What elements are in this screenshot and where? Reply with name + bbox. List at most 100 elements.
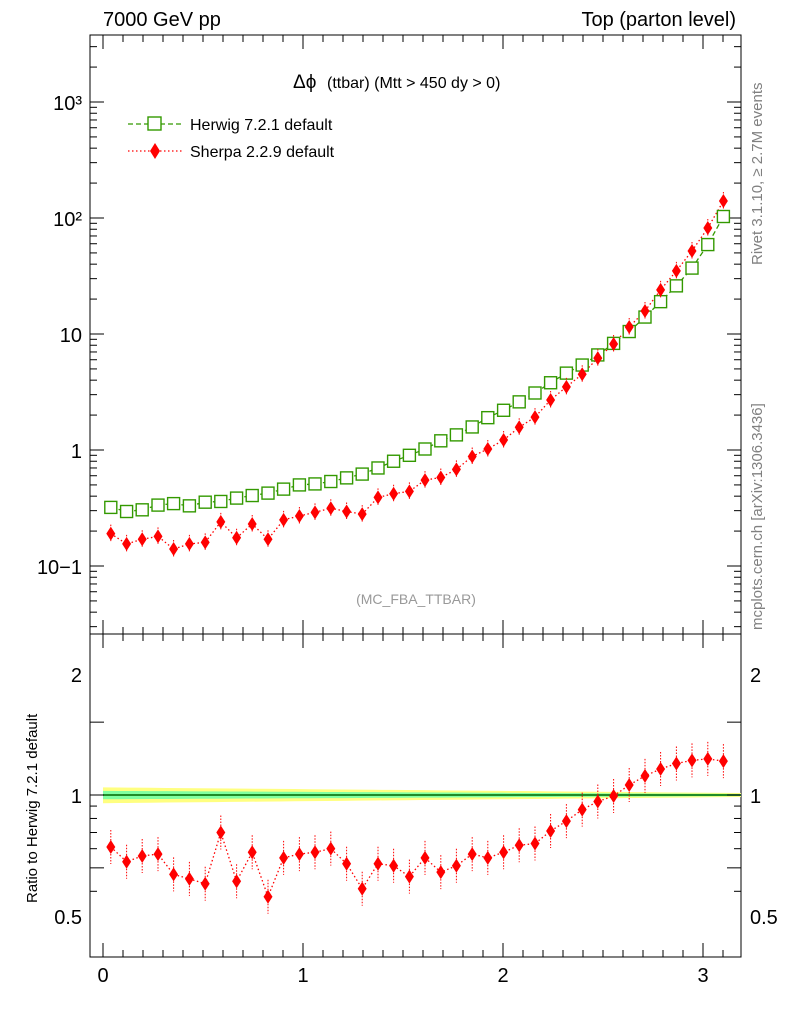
herwig-point (465, 420, 479, 434)
sherpa-ratio-point (593, 794, 603, 809)
ratio-y-tick-labels-right: 0.5 1 2 (750, 665, 778, 929)
sherpa-point (687, 243, 697, 258)
herwig-point (653, 294, 668, 309)
legend-sherpa-marker (150, 143, 160, 159)
ratio-tick-label-right-2: 2 (750, 665, 761, 687)
sherpa-point (718, 194, 728, 209)
y-tick-label-100: 10² (53, 209, 82, 231)
herwig-point (449, 428, 464, 442)
herwig-point (135, 503, 149, 517)
sherpa-ratio-point (342, 856, 352, 871)
sherpa-point (609, 336, 619, 351)
herwig-point (716, 209, 731, 224)
sherpa-ratio-point (106, 839, 116, 854)
sherpa-point (561, 379, 571, 394)
sherpa-ratio-point (137, 848, 147, 863)
sherpa-ratio-point (436, 865, 446, 880)
sherpa-point (263, 532, 273, 547)
sherpa-ratio-point (703, 751, 713, 766)
x-tick-label-2: 2 (497, 965, 508, 987)
sherpa-point (153, 529, 163, 544)
sherpa-ratio-point (169, 867, 179, 882)
herwig-point (481, 410, 495, 425)
sherpa-ratio-point (546, 823, 556, 838)
herwig-point (104, 500, 118, 515)
sherpa-point (451, 462, 461, 477)
legend-sherpa-label: Sherpa 2.2.9 default (190, 144, 335, 161)
herwig-point (496, 403, 511, 417)
header-right: Top (parton level) (581, 9, 736, 31)
herwig-point (512, 395, 526, 409)
sherpa-ratio-point (561, 814, 571, 829)
legend: Herwig 7.2.1 default Sherpa 2.2.9 defaul… (128, 116, 335, 161)
sherpa-point (342, 504, 352, 519)
main-axis-ticks (90, 35, 741, 634)
sherpa-ratio-point (216, 825, 226, 840)
herwig-point (214, 494, 228, 509)
sherpa-ratio-point (153, 847, 163, 862)
sherpa-point (389, 486, 399, 501)
x-tick-label-3: 3 (697, 965, 708, 987)
herwig-point (261, 486, 275, 500)
herwig-point (308, 477, 322, 491)
y-tick-label-1000: 10³ (53, 93, 82, 115)
sherpa-ratio-point (656, 762, 666, 777)
sherpa-ratio-point (184, 871, 194, 886)
ratio-tick-label-right-1: 1 (750, 786, 761, 808)
herwig-line (110, 216, 724, 513)
herwig-point (119, 504, 134, 519)
y-tick-label-1: 1 (71, 441, 82, 463)
sherpa-point (703, 220, 713, 235)
sherpa-ratio-point (514, 838, 524, 853)
sherpa-point (310, 505, 320, 520)
herwig-point (669, 279, 684, 293)
sherpa-point (499, 432, 509, 447)
herwig-point (543, 376, 558, 390)
herwig-point (182, 499, 197, 513)
sherpa-point (656, 282, 666, 297)
sherpa-line (110, 200, 724, 550)
herwig-point (371, 461, 385, 475)
herwig-point (198, 495, 212, 509)
sherpa-point (546, 392, 556, 407)
sherpa-ratio-point (530, 836, 540, 851)
sherpa-point (122, 536, 132, 551)
sherpa-ratio-point (310, 845, 320, 860)
sherpa-point (106, 526, 116, 541)
sherpa-ratio-point (671, 756, 681, 771)
sherpa-point (294, 508, 304, 523)
ratio-uncertainty-band (103, 787, 741, 804)
sherpa-point (184, 536, 194, 551)
herwig-point (245, 488, 259, 503)
sherpa-point (279, 512, 289, 527)
herwig-point (324, 474, 338, 489)
sherpa-point (624, 319, 634, 334)
main-y-tick-labels: 10−1 1 10 10² 10³ (37, 93, 82, 579)
sherpa-point (247, 517, 257, 532)
header-left: 7000 GeV pp (103, 9, 221, 31)
sherpa-ratio-point (640, 768, 650, 783)
herwig-point (229, 491, 244, 505)
x-tick-label-1: 1 (297, 965, 308, 987)
sherpa-point (577, 367, 587, 382)
ratio-series (106, 741, 728, 914)
herwig-point (528, 386, 542, 400)
ratio-ylabel: Ratio to Herwig 7.2.1 default (24, 713, 41, 903)
ratio-y-tick-labels-left: 0.5 1 2 (54, 665, 82, 929)
sherpa-ratio-point (373, 856, 383, 871)
herwig-point (292, 478, 307, 492)
sherpa-point (467, 449, 477, 464)
herwig-point (418, 442, 432, 456)
sherpa-point (404, 484, 414, 499)
ratio-tick-label-right-0.5: 0.5 (750, 907, 778, 929)
analysis-watermark: (MC_FBA_TTBAR) (356, 591, 476, 607)
sherpa-ratio-point (122, 854, 132, 869)
sherpa-ratio-point (420, 850, 430, 865)
sherpa-ratio-point (687, 753, 697, 768)
sherpa-point (514, 420, 524, 435)
sherpa-point (483, 442, 493, 457)
sherpa-ratio-line (110, 758, 724, 899)
sherpa-point (436, 470, 446, 485)
source-label: mcplots.cern.ch [arXiv:1306.3436] (749, 403, 766, 630)
